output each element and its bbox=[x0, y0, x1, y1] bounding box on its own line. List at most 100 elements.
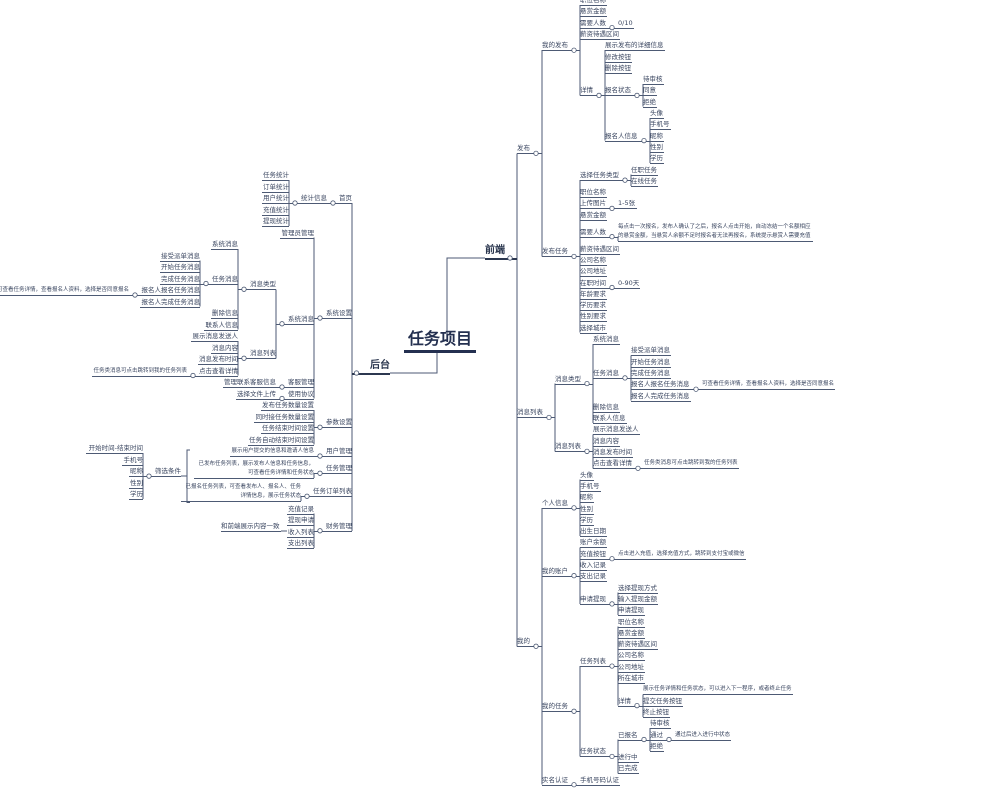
topic[interactable]: 支出记录 bbox=[580, 572, 607, 583]
topic[interactable]: 公司地址 bbox=[618, 662, 645, 673]
topic-note[interactable]: 可查看任务详情，查看报名人资料，选择是否同意报名 bbox=[702, 380, 835, 391]
topic[interactable]: 删除信息 bbox=[593, 402, 620, 413]
topic[interactable]: 任务统计 bbox=[262, 171, 289, 181]
topic[interactable]: 在职时间 bbox=[580, 279, 618, 289]
topic[interactable]: 用户统计 bbox=[262, 194, 289, 204]
topic[interactable]: 消息类型 bbox=[555, 375, 593, 385]
topic[interactable]: 任务消息 bbox=[593, 369, 631, 379]
topic[interactable]: 参数设置 bbox=[314, 418, 352, 429]
topic[interactable]: 完成任务消息 bbox=[631, 368, 671, 379]
topic[interactable]: 我的账户 bbox=[542, 567, 580, 577]
topic[interactable]: 公司地址 bbox=[580, 267, 607, 278]
topic[interactable]: 系统设置 bbox=[314, 309, 352, 319]
topic-note[interactable]: 每点击一次报名，发布人确认了之后，报名人点击开始，自动冻结一个名额相应的悬赏金额… bbox=[618, 223, 813, 243]
topic[interactable]: 已完成 bbox=[618, 764, 639, 775]
topic[interactable]: 任务结束时间设置 bbox=[261, 424, 314, 434]
branch-backend[interactable]: 后台 bbox=[352, 359, 390, 375]
topic[interactable]: 完成任务消息 bbox=[160, 274, 200, 285]
topic-note[interactable]: 已报名任务列表，可查看发布人、报名人、任务详情信息，展示任务状态 bbox=[181, 483, 301, 502]
topic[interactable]: 申请提现 bbox=[580, 595, 618, 605]
topic[interactable]: 财务管理 bbox=[314, 522, 352, 532]
topic[interactable]: 提现统计 bbox=[262, 217, 289, 227]
topic[interactable]: 上传图片 bbox=[580, 199, 618, 210]
topic[interactable]: 消息发布时间 bbox=[593, 448, 633, 458]
topic[interactable]: 详情 bbox=[580, 86, 605, 97]
topic[interactable]: 开始任务消息 bbox=[631, 357, 671, 368]
topic[interactable]: 用户管理 bbox=[314, 447, 352, 457]
topic[interactable]: 任务状态 bbox=[580, 747, 618, 758]
topic[interactable]: 发布任务 bbox=[542, 247, 580, 258]
topic[interactable]: 联系人信息 bbox=[593, 414, 627, 425]
topic[interactable]: 发布 bbox=[517, 144, 542, 155]
topic[interactable]: 详情 bbox=[618, 697, 643, 707]
topic[interactable]: 所在城市 bbox=[618, 674, 645, 684]
topic[interactable]: 已报名 bbox=[618, 731, 650, 741]
topic[interactable]: 联系人信息 bbox=[204, 320, 238, 331]
topic[interactable]: 昵称 bbox=[580, 493, 594, 504]
topic[interactable]: 薪资待遇区间 bbox=[580, 29, 620, 40]
topic[interactable]: 删除按钮 bbox=[605, 63, 632, 74]
topic[interactable]: 报名人信息 bbox=[605, 132, 650, 142]
topic[interactable]: 申请提现 bbox=[618, 606, 645, 617]
topic-note[interactable]: 可查看任务详情，查看报名人资料，选择是否同意报名 bbox=[0, 286, 129, 296]
topic[interactable]: 提交任务按钮 bbox=[643, 696, 683, 707]
branch-frontend[interactable]: 前端 bbox=[485, 244, 517, 260]
topic[interactable]: 管理联系客服信息 bbox=[223, 378, 276, 388]
topic[interactable]: 选择城市 bbox=[580, 323, 607, 334]
topic[interactable]: 筛选条件 bbox=[143, 467, 181, 478]
topic-note[interactable]: 点击进入充值，选择充值方式，跳转到支付宝或微信 bbox=[618, 550, 746, 560]
topic[interactable]: 头像 bbox=[580, 470, 594, 481]
topic[interactable]: 发布任务数量设置 bbox=[261, 401, 314, 411]
topic[interactable]: 出生日期 bbox=[580, 527, 607, 538]
topic[interactable]: 系统消息 bbox=[276, 315, 314, 325]
topic[interactable]: 消息列表 bbox=[555, 442, 593, 453]
topic[interactable]: 点击查看详情 bbox=[187, 367, 238, 377]
topic-note[interactable]: 通过后进入进行中状态 bbox=[675, 731, 731, 741]
topic[interactable]: 任务订单列表 bbox=[301, 487, 352, 498]
topic[interactable]: 消息列表 bbox=[238, 349, 276, 360]
topic[interactable]: 待审核 bbox=[650, 719, 671, 730]
topic[interactable]: 同时接任务数量设置 bbox=[254, 412, 314, 423]
topic[interactable]: 系统消息 bbox=[211, 240, 238, 250]
topic[interactable]: 系统消息 bbox=[593, 335, 620, 345]
topic[interactable]: 0/10 bbox=[618, 18, 634, 29]
topic[interactable]: 支出列表 bbox=[287, 539, 314, 549]
topic[interactable]: 修改按钮 bbox=[605, 52, 632, 63]
topic[interactable]: 手机号码认证 bbox=[580, 775, 620, 786]
topic-note[interactable]: 展示用户提交的信息和邀请人信息 bbox=[230, 447, 314, 457]
topic[interactable]: 客服管理 bbox=[276, 378, 314, 388]
topic[interactable]: 手机号 bbox=[580, 481, 601, 492]
topic[interactable]: 消息内容 bbox=[211, 343, 238, 354]
topic[interactable]: 公司名称 bbox=[580, 255, 607, 266]
topic[interactable]: 收入记录 bbox=[580, 561, 607, 571]
topic[interactable]: 悬赏金额 bbox=[618, 628, 645, 639]
topic[interactable]: 同意 bbox=[643, 86, 657, 97]
topic[interactable]: 消息内容 bbox=[593, 436, 620, 447]
topic[interactable]: 报名人报名任务消息 bbox=[631, 380, 702, 391]
topic[interactable]: 充值按钮 bbox=[580, 550, 618, 560]
topic[interactable]: 性别 bbox=[580, 504, 594, 515]
topic[interactable]: 手机号 bbox=[122, 455, 143, 466]
topic[interactable]: 充值统计 bbox=[262, 205, 289, 216]
topic[interactable]: 学历 bbox=[129, 490, 143, 501]
topic[interactable]: 通过 bbox=[650, 731, 675, 741]
topic[interactable]: 个人信息 bbox=[542, 499, 580, 509]
topic[interactable]: 收入列表 bbox=[287, 527, 314, 538]
topic[interactable]: 悬赏金额 bbox=[580, 210, 607, 221]
topic[interactable]: 我的任务 bbox=[542, 702, 580, 713]
topic[interactable]: 悬赏金额 bbox=[580, 7, 607, 18]
topic[interactable]: 任职任务 bbox=[631, 165, 658, 176]
topic[interactable]: 拒绝 bbox=[650, 741, 664, 752]
topic[interactable]: 年龄要求 bbox=[580, 289, 607, 300]
topic[interactable]: 报名人完成任务消息 bbox=[631, 391, 691, 402]
topic[interactable]: 我的 bbox=[517, 637, 542, 648]
topic[interactable]: 报名状态 bbox=[605, 86, 643, 97]
topic[interactable]: 进行中 bbox=[618, 753, 639, 764]
topic[interactable]: 薪资待遇区间 bbox=[618, 640, 658, 651]
topic[interactable]: 学历要求 bbox=[580, 301, 607, 312]
topic[interactable]: 性别 bbox=[650, 142, 664, 153]
topic[interactable]: 展示发布的详细信息 bbox=[605, 41, 665, 52]
summary-note[interactable]: 和前端展示内容一致 bbox=[221, 521, 281, 532]
topic[interactable]: 接受派单消息 bbox=[160, 251, 200, 262]
topic[interactable]: 昵称 bbox=[650, 131, 664, 142]
